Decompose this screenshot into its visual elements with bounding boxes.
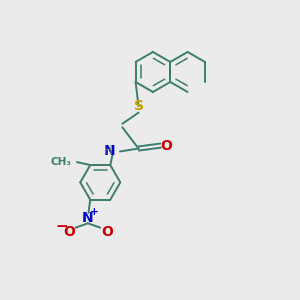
Text: N: N bbox=[104, 145, 115, 158]
Text: H: H bbox=[104, 144, 113, 157]
Text: O: O bbox=[160, 139, 172, 153]
Text: CH₃: CH₃ bbox=[51, 157, 72, 166]
Text: +: + bbox=[90, 207, 99, 217]
Text: O: O bbox=[63, 225, 75, 239]
Text: −: − bbox=[55, 219, 68, 234]
Text: O: O bbox=[101, 225, 113, 239]
Text: S: S bbox=[134, 99, 143, 113]
Text: N: N bbox=[82, 211, 94, 225]
